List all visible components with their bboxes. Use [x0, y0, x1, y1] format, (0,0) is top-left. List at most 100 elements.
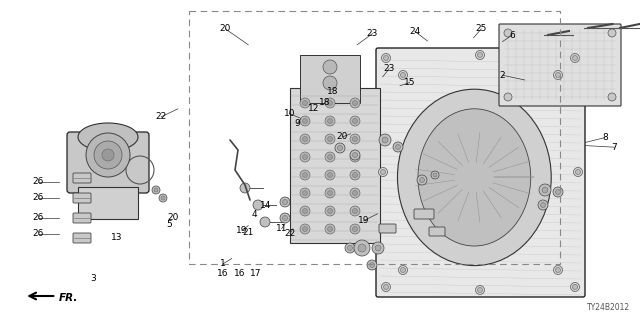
- Circle shape: [303, 227, 307, 231]
- Circle shape: [348, 245, 353, 251]
- Circle shape: [328, 137, 333, 141]
- Text: 16: 16: [234, 269, 246, 278]
- Circle shape: [369, 262, 374, 268]
- Circle shape: [353, 153, 358, 157]
- Circle shape: [86, 133, 130, 177]
- FancyBboxPatch shape: [73, 213, 91, 223]
- Circle shape: [328, 209, 333, 213]
- Circle shape: [353, 227, 358, 231]
- Circle shape: [608, 93, 616, 101]
- Circle shape: [396, 145, 401, 149]
- Circle shape: [350, 224, 360, 234]
- Text: 26: 26: [33, 193, 44, 202]
- Circle shape: [325, 224, 335, 234]
- Circle shape: [554, 266, 563, 275]
- Circle shape: [417, 175, 427, 185]
- Circle shape: [303, 172, 307, 178]
- Text: 11: 11: [276, 224, 287, 233]
- Text: 22: 22: [284, 229, 296, 238]
- Circle shape: [358, 244, 366, 252]
- Circle shape: [253, 200, 263, 210]
- Circle shape: [556, 189, 561, 195]
- Text: 17: 17: [250, 269, 262, 278]
- Circle shape: [504, 29, 512, 37]
- Text: 5: 5: [167, 220, 172, 228]
- Circle shape: [350, 188, 360, 198]
- Circle shape: [477, 52, 483, 58]
- Text: 12: 12: [308, 104, 319, 113]
- Circle shape: [504, 93, 512, 101]
- Circle shape: [325, 98, 335, 108]
- Circle shape: [541, 203, 545, 207]
- Circle shape: [556, 73, 561, 77]
- Circle shape: [383, 55, 388, 60]
- Text: 9: 9: [295, 119, 300, 128]
- Text: 26: 26: [33, 177, 44, 186]
- Circle shape: [375, 245, 381, 251]
- Text: 24: 24: [409, 27, 420, 36]
- Circle shape: [300, 170, 310, 180]
- Circle shape: [328, 100, 333, 106]
- Circle shape: [303, 155, 307, 159]
- Bar: [290, 88, 380, 243]
- Circle shape: [345, 243, 355, 253]
- Circle shape: [378, 167, 387, 177]
- FancyBboxPatch shape: [414, 209, 434, 219]
- Circle shape: [573, 167, 582, 177]
- FancyBboxPatch shape: [73, 233, 91, 243]
- Circle shape: [350, 152, 360, 162]
- Circle shape: [152, 186, 160, 194]
- Circle shape: [303, 118, 307, 124]
- Circle shape: [159, 194, 167, 202]
- Text: 8: 8: [602, 133, 607, 142]
- Circle shape: [538, 200, 548, 210]
- Circle shape: [381, 53, 390, 62]
- Circle shape: [381, 170, 385, 174]
- Circle shape: [553, 187, 563, 197]
- Circle shape: [323, 76, 337, 90]
- Circle shape: [328, 172, 333, 178]
- Circle shape: [280, 213, 290, 223]
- Circle shape: [476, 285, 484, 294]
- Circle shape: [328, 155, 333, 159]
- Circle shape: [325, 170, 335, 180]
- Circle shape: [353, 100, 358, 106]
- Circle shape: [431, 171, 439, 179]
- Text: 20: 20: [167, 213, 179, 222]
- Circle shape: [573, 55, 577, 60]
- Circle shape: [102, 149, 114, 161]
- Circle shape: [240, 183, 250, 193]
- FancyBboxPatch shape: [379, 224, 396, 233]
- Text: 6: 6: [509, 31, 515, 40]
- Circle shape: [323, 60, 337, 74]
- FancyBboxPatch shape: [67, 132, 149, 193]
- Ellipse shape: [418, 109, 531, 246]
- Circle shape: [539, 184, 551, 196]
- Text: 20: 20: [337, 132, 348, 141]
- Text: 26: 26: [33, 229, 44, 238]
- Circle shape: [608, 29, 616, 37]
- Circle shape: [260, 217, 270, 227]
- Circle shape: [372, 242, 384, 254]
- Text: 26: 26: [33, 213, 44, 222]
- Circle shape: [399, 266, 408, 275]
- Circle shape: [354, 240, 370, 256]
- Bar: [78, 187, 138, 219]
- Circle shape: [556, 268, 561, 273]
- Circle shape: [300, 206, 310, 216]
- Text: 25: 25: [476, 24, 487, 33]
- Circle shape: [161, 196, 165, 200]
- Circle shape: [383, 284, 388, 290]
- FancyBboxPatch shape: [73, 193, 91, 203]
- Circle shape: [350, 116, 360, 126]
- Circle shape: [335, 143, 345, 153]
- Text: 21: 21: [243, 228, 254, 237]
- Circle shape: [325, 116, 335, 126]
- Circle shape: [570, 283, 579, 292]
- Circle shape: [300, 134, 310, 144]
- FancyBboxPatch shape: [429, 227, 445, 236]
- Text: 14: 14: [260, 201, 271, 210]
- Circle shape: [350, 150, 360, 160]
- Circle shape: [303, 100, 307, 106]
- Text: 23: 23: [383, 64, 395, 73]
